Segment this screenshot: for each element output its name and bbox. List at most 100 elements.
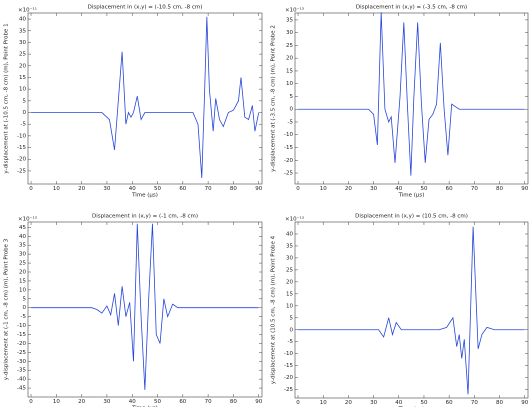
x-tick-label: 30 bbox=[370, 400, 377, 406]
x-tick-label: 10 bbox=[53, 186, 60, 192]
plot-frame bbox=[27, 221, 263, 398]
y-tick-label: 15 bbox=[19, 75, 26, 81]
y-tick-label: 0 bbox=[290, 107, 294, 113]
y-tick-label: 45 bbox=[19, 225, 26, 231]
x-tick-label: 40 bbox=[129, 186, 136, 192]
x-tick-label: 70 bbox=[205, 399, 212, 405]
x-tick-label: 50 bbox=[154, 186, 161, 192]
subplot-title: Displacement in (x,y) = (-10.5 cm, -8 cm… bbox=[88, 5, 203, 11]
y-tick-label: 0 bbox=[23, 305, 27, 311]
subplot: Displacement in (x,y) = (-3.5 cm, -8 cm)… bbox=[271, 5, 529, 199]
y-tick-label: 15 bbox=[286, 68, 293, 74]
x-tick-label: 60 bbox=[446, 400, 453, 406]
y-tick-label: 20 bbox=[286, 279, 293, 285]
y-tick-label: -25 bbox=[17, 350, 26, 356]
y-tick-label: 10 bbox=[19, 87, 26, 93]
x-tick-label: 40 bbox=[395, 400, 402, 406]
y-tick-label: 20 bbox=[19, 270, 26, 276]
y-tick-label: 0 bbox=[23, 110, 27, 116]
y-tick-label: 15 bbox=[19, 278, 26, 284]
x-tick-label: 80 bbox=[496, 186, 503, 192]
y-tick-label: -10 bbox=[284, 351, 293, 357]
y-tick-label: 35 bbox=[19, 28, 26, 34]
x-tick-label: 20 bbox=[78, 399, 85, 405]
x-tick-label: 20 bbox=[345, 400, 352, 406]
x-tick-label: 0 bbox=[29, 186, 33, 192]
x-tick-label: 70 bbox=[471, 186, 478, 192]
y-tick-label: 35 bbox=[286, 243, 293, 249]
y-tick-label: 10 bbox=[19, 287, 26, 293]
x-tick-label: 90 bbox=[255, 399, 262, 405]
y-tick-label: -15 bbox=[284, 145, 293, 151]
multiplier: ×10⁻¹³ bbox=[285, 7, 304, 14]
y-tick-label: -5 bbox=[288, 119, 294, 125]
y-axis-label: y-displacement at (10.5 cm, -8 cm) (m), … bbox=[271, 235, 277, 384]
multiplier: ×10⁻¹³ bbox=[18, 216, 37, 223]
plot-frame bbox=[27, 12, 263, 185]
y-tick-label: -25 bbox=[284, 171, 293, 177]
x-tick-label: 30 bbox=[103, 186, 110, 192]
y-tick-label: 40 bbox=[286, 231, 293, 237]
y-tick-label: -25 bbox=[17, 168, 26, 174]
x-tick-label: 10 bbox=[320, 186, 327, 192]
multiplier: ×10⁻¹¹ bbox=[18, 7, 37, 14]
y-tick-label: 40 bbox=[19, 234, 26, 240]
x-tick-label: 10 bbox=[53, 399, 60, 405]
y-tick-label: -20 bbox=[284, 158, 293, 164]
subplot-title: Displacement in (x,y) = (-1 cm, -8 cm) bbox=[92, 214, 198, 220]
y-tick-label: -10 bbox=[284, 132, 293, 138]
subplot-title: Displacement in (x,y) = (-3.5 cm, -8 cm) bbox=[356, 5, 467, 11]
y-tick-label: -15 bbox=[284, 363, 293, 369]
x-tick-label: 30 bbox=[103, 399, 110, 405]
y-tick-label: -20 bbox=[284, 375, 293, 381]
y-tick-label: -45 bbox=[17, 386, 26, 392]
x-tick-label: 30 bbox=[370, 186, 377, 192]
x-tick-label: 80 bbox=[230, 186, 237, 192]
x-tick-label: 50 bbox=[154, 399, 161, 405]
y-tick-label: -15 bbox=[17, 145, 26, 151]
y-tick-label: 5 bbox=[23, 296, 27, 302]
y-tick-label: -40 bbox=[17, 377, 26, 383]
y-tick-label: 30 bbox=[286, 30, 293, 36]
y-tick-label: -5 bbox=[21, 314, 27, 320]
y-tick-label: -5 bbox=[21, 122, 27, 128]
x-tick-label: 40 bbox=[395, 186, 402, 192]
x-tick-label: 60 bbox=[446, 186, 453, 192]
subplot: Displacement in (x,y) = (-1 cm, -8 cm) ×1… bbox=[4, 214, 263, 407]
y-tick-label: 25 bbox=[19, 52, 26, 58]
y-tick-label: 30 bbox=[19, 40, 26, 46]
y-tick-label: 5 bbox=[23, 98, 27, 104]
y-tick-label: 10 bbox=[286, 303, 293, 309]
x-tick-label: 10 bbox=[320, 400, 327, 406]
y-tick-label: 20 bbox=[19, 63, 26, 69]
y-tick-label: 15 bbox=[286, 291, 293, 297]
x-tick-label: 90 bbox=[521, 186, 528, 192]
y-tick-label: 5 bbox=[290, 315, 294, 321]
y-tick-label: 35 bbox=[286, 17, 293, 23]
y-tick-label: -20 bbox=[17, 157, 26, 163]
data-line bbox=[31, 223, 259, 390]
plot-frame bbox=[294, 12, 529, 185]
y-axis-label: y-displacement at (-3.5 cm, -8 cm) (m), … bbox=[271, 25, 277, 172]
x-tick-label: 0 bbox=[29, 399, 33, 405]
y-tick-label: 40 bbox=[19, 17, 26, 23]
subplot: Displacement in (x,y) = (10.5 cm, -8 cm)… bbox=[271, 214, 529, 407]
y-axis-label: y-displacement at (-10.5 cm, -8 cm) (m),… bbox=[4, 23, 10, 173]
x-tick-label: 90 bbox=[521, 400, 528, 406]
x-tick-label: 20 bbox=[78, 186, 85, 192]
x-tick-label: 70 bbox=[471, 400, 478, 406]
y-tick-label: -10 bbox=[17, 323, 26, 329]
data-line bbox=[298, 12, 525, 176]
y-tick-label: -25 bbox=[284, 387, 293, 393]
data-line bbox=[298, 226, 525, 395]
x-axis-label: Time (µs) bbox=[131, 193, 158, 199]
y-tick-label: -30 bbox=[17, 359, 26, 365]
y-tick-label: -5 bbox=[288, 339, 294, 345]
y-tick-label: 30 bbox=[286, 255, 293, 261]
x-tick-label: 60 bbox=[179, 186, 186, 192]
x-tick-label: 0 bbox=[296, 400, 300, 406]
y-tick-label: 10 bbox=[286, 81, 293, 87]
y-tick-label: -20 bbox=[17, 341, 26, 347]
x-tick-label: 70 bbox=[205, 186, 212, 192]
